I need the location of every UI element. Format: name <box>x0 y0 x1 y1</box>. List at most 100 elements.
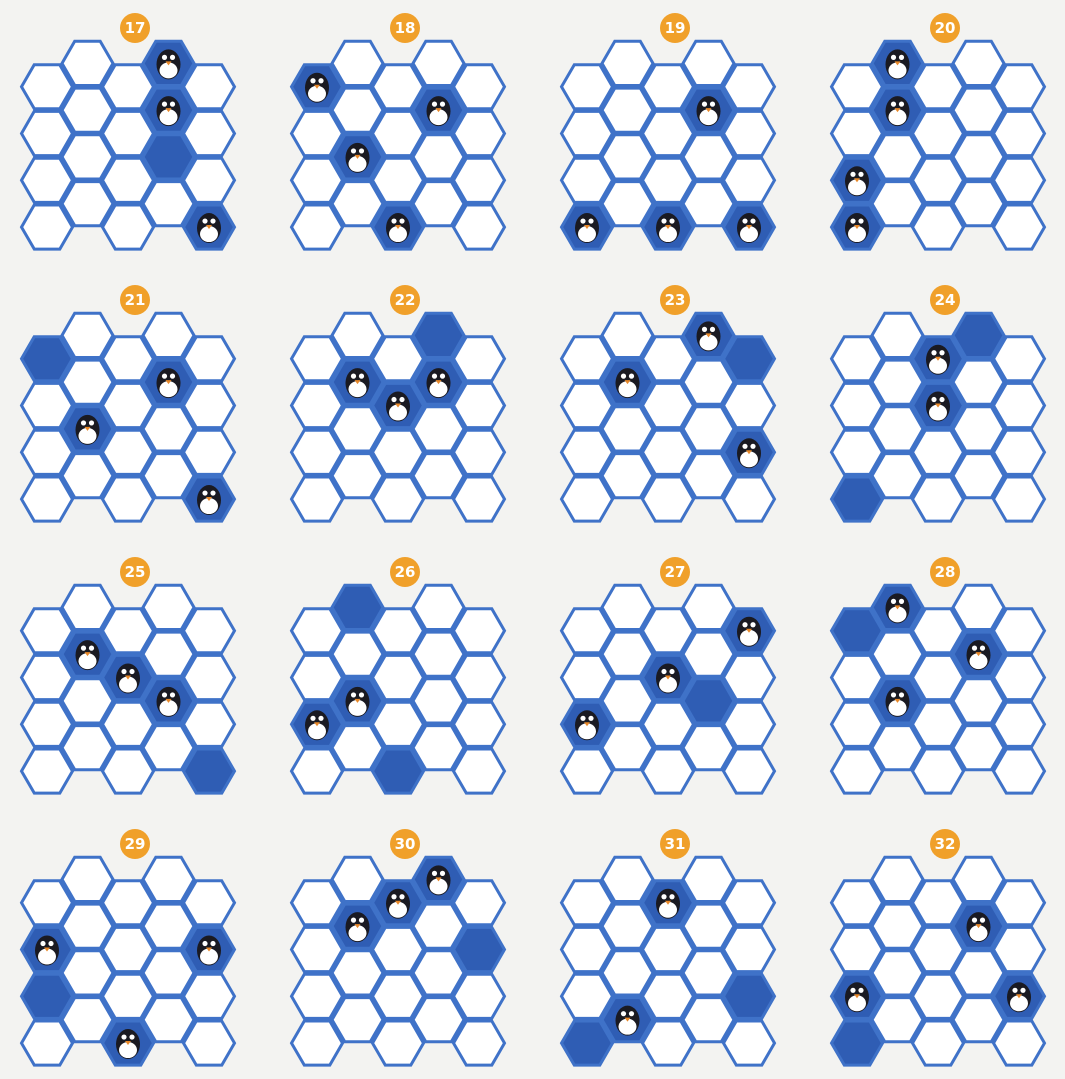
hex-cell <box>910 879 966 927</box>
penguin-eye <box>890 54 897 60</box>
hex-cell <box>681 452 736 500</box>
hex-cell <box>870 180 925 228</box>
penguin <box>575 710 599 741</box>
penguin-eye <box>169 373 176 379</box>
penguin-eye <box>350 692 357 698</box>
penguin-eye <box>391 218 397 224</box>
hex-cell <box>910 109 966 158</box>
puzzle: 17 <box>19 13 237 251</box>
hex-cell <box>141 452 196 500</box>
hex-cell <box>951 405 1006 453</box>
penguin-eye <box>169 54 176 60</box>
hex-cell <box>289 747 345 795</box>
penguin-belly <box>429 109 448 126</box>
number-badge <box>120 285 150 315</box>
hex-cell <box>991 156 1047 204</box>
puzzle-number: 29 <box>125 835 146 853</box>
hex-cell <box>370 607 426 655</box>
penguin-eye <box>399 396 405 403</box>
puzzle: 26 <box>289 557 507 795</box>
hex-cell <box>100 607 156 655</box>
penguin-belly <box>429 878 448 895</box>
penguin-eye <box>580 715 586 721</box>
hex-cell <box>991 381 1047 430</box>
hex-cell <box>829 63 885 111</box>
penguin <box>656 663 680 694</box>
hex-cell <box>870 358 925 406</box>
hex-cell <box>19 747 75 795</box>
penguin <box>116 1029 140 1060</box>
penguin <box>966 912 991 943</box>
penguin-eye <box>661 894 667 900</box>
hex-cell <box>100 381 156 430</box>
puzzle: 31 <box>559 829 777 1067</box>
hex-cell <box>721 156 777 204</box>
penguin-eye <box>661 668 667 675</box>
puzzle: 24 <box>829 285 1047 523</box>
penguin <box>156 686 181 717</box>
hex-cell <box>330 452 385 500</box>
penguin-eye <box>161 101 168 107</box>
penguin-eye <box>358 148 365 154</box>
puzzle-number: 17 <box>125 19 146 37</box>
hex-cell <box>141 949 196 997</box>
puzzle-number: 27 <box>665 563 686 581</box>
puzzle: 30 <box>289 829 507 1067</box>
penguin <box>426 96 451 127</box>
hex-cell <box>289 475 345 523</box>
number-badge <box>390 13 420 43</box>
hex-cell <box>870 311 925 359</box>
penguin-belly <box>888 109 907 126</box>
hex-cell <box>289 879 345 927</box>
penguin-beak <box>125 675 131 680</box>
hex-cell <box>910 607 966 655</box>
puzzle: 27 <box>559 557 777 795</box>
penguin-belly <box>929 357 947 374</box>
penguin-belly <box>740 629 758 646</box>
hex-cell <box>141 724 196 772</box>
hex-cell <box>141 405 196 453</box>
penguin-eye <box>931 350 937 356</box>
hex-cell <box>640 1019 696 1067</box>
hex-cell <box>951 311 1006 359</box>
penguin-beak <box>125 1041 131 1046</box>
penguin <box>386 391 410 422</box>
hex-cell <box>600 180 655 228</box>
hex-cell <box>451 700 507 748</box>
hex-cell <box>19 972 75 1020</box>
penguin-belly <box>848 995 866 1012</box>
hex-cell <box>330 39 385 87</box>
puzzle-number: 30 <box>395 835 416 853</box>
penguin <box>305 710 329 741</box>
hex-cell <box>600 311 655 359</box>
penguin-eye <box>391 396 397 403</box>
hex-cell <box>451 63 507 111</box>
penguin-eye <box>129 668 135 675</box>
penguin-eye <box>439 373 446 379</box>
hex-cell <box>559 1019 615 1067</box>
hex-cell <box>910 747 966 795</box>
penguin-eye <box>169 692 176 698</box>
puzzle: 28 <box>829 557 1047 795</box>
penguin-eye <box>742 443 748 449</box>
penguin-eye <box>202 218 208 224</box>
hex-cell <box>721 1019 777 1067</box>
penguin <box>885 96 910 127</box>
penguin-beak <box>746 225 752 230</box>
penguin-belly <box>119 676 137 693</box>
hex-cell <box>19 63 75 111</box>
hex-cell <box>910 203 966 251</box>
number-badge <box>930 557 960 587</box>
penguin-belly <box>348 381 367 398</box>
hex-cell <box>19 381 75 430</box>
penguin <box>737 438 761 469</box>
penguin-beak <box>435 108 442 113</box>
hex-cell <box>370 925 426 974</box>
hex-cell <box>289 972 345 1020</box>
hex-cell <box>19 607 75 655</box>
hex-cell <box>951 452 1006 500</box>
penguin-belly <box>159 109 178 126</box>
penguin-eye <box>669 668 675 675</box>
penguin-beak <box>584 225 590 230</box>
hex-cell <box>721 972 777 1020</box>
